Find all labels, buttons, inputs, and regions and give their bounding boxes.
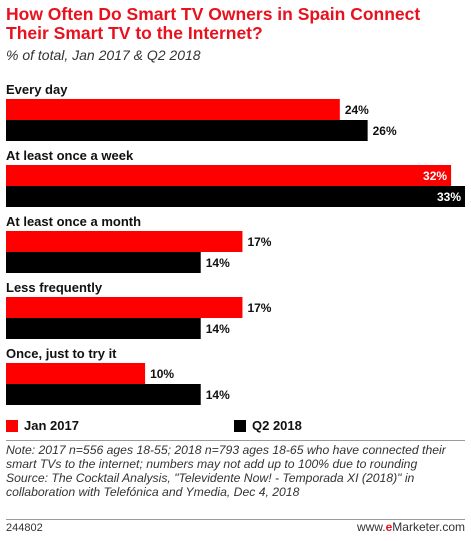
- legend-swatch-jan-2017: [6, 419, 18, 432]
- brand-suffix: .com: [438, 520, 465, 534]
- bar-chart: Every day 24% 26% At least once a week 32% 33…: [6, 82, 465, 405]
- bar-q2-2018-every-day: [6, 120, 368, 141]
- legend-item-q2-2018: Q2 2018: [234, 418, 302, 433]
- category-label-every-day: Every day: [6, 82, 68, 97]
- source-text: Source: The Cocktail Analysis, "Televide…: [6, 471, 415, 499]
- category-label-less-frequently: Less frequently: [6, 280, 103, 295]
- notes-divider: [6, 440, 465, 441]
- value-label-jan-2017-at-least-once-a-week: 32%: [423, 169, 447, 183]
- bar-jan-2017-at-least-once-a-month: [6, 231, 243, 252]
- footer-divider: [6, 519, 465, 520]
- category-label-at-least-once-a-month: At least once a month: [6, 214, 141, 229]
- category-label-at-least-once-a-week: At least once a week: [6, 148, 134, 163]
- value-label-jan-2017-less-frequently: 17%: [247, 301, 271, 315]
- bar-q2-2018-once-just-to-try-it: [6, 384, 201, 405]
- bar-jan-2017-once-just-to-try-it: [6, 363, 146, 384]
- value-label-jan-2017-once-just-to-try-it: 10%: [150, 367, 174, 381]
- value-label-q2-2018-at-least-once-a-week: 33%: [437, 190, 461, 204]
- legend-label-q2-2018: Q2 2018: [252, 418, 302, 433]
- legend-swatch-q2-2018: [234, 419, 246, 432]
- chart-notes: Note: 2017 n=556 ages 18-55; 2018 n=793 …: [6, 443, 468, 499]
- value-label-q2-2018-at-least-once-a-month: 14%: [206, 256, 230, 270]
- brand-name: Marketer: [392, 520, 439, 534]
- value-label-q2-2018-once-just-to-try-it: 14%: [206, 388, 230, 402]
- bar-jan-2017-every-day: [6, 99, 340, 120]
- chart-title: How Often Do Smart TV Owners in Spain Co…: [6, 4, 421, 43]
- value-label-q2-2018-less-frequently: 14%: [206, 322, 230, 336]
- value-label-q2-2018-every-day: 26%: [373, 124, 397, 138]
- brand-e: e: [385, 520, 393, 534]
- bar-jan-2017-less-frequently: [6, 297, 243, 318]
- chart-id: 244802: [6, 522, 43, 534]
- bar-q2-2018-at-least-once-a-week: [6, 186, 465, 207]
- category-label-once-just-to-try-it: Once, just to try it: [6, 346, 117, 361]
- legend-label-jan-2017: Jan 2017: [24, 418, 79, 433]
- legend-item-jan-2017: Jan 2017: [6, 418, 79, 433]
- emarketer-brand[interactable]: www.eMarketer.com: [357, 520, 465, 534]
- brand-prefix: www.: [356, 520, 386, 534]
- chart-legend: Jan 2017 Q2 2018: [0, 418, 471, 433]
- value-label-jan-2017-every-day: 24%: [345, 103, 369, 117]
- bar-q2-2018-less-frequently: [6, 318, 201, 339]
- bar-jan-2017-at-least-once-a-week: [6, 165, 452, 186]
- bar-q2-2018-at-least-once-a-month: [6, 252, 201, 273]
- value-label-jan-2017-at-least-once-a-month: 17%: [247, 235, 271, 249]
- chart-subtitle: % of total, Jan 2017 & Q2 2018: [6, 47, 201, 63]
- note-text: Note: 2017 n=556 ages 18-55; 2018 n=793 …: [6, 443, 446, 471]
